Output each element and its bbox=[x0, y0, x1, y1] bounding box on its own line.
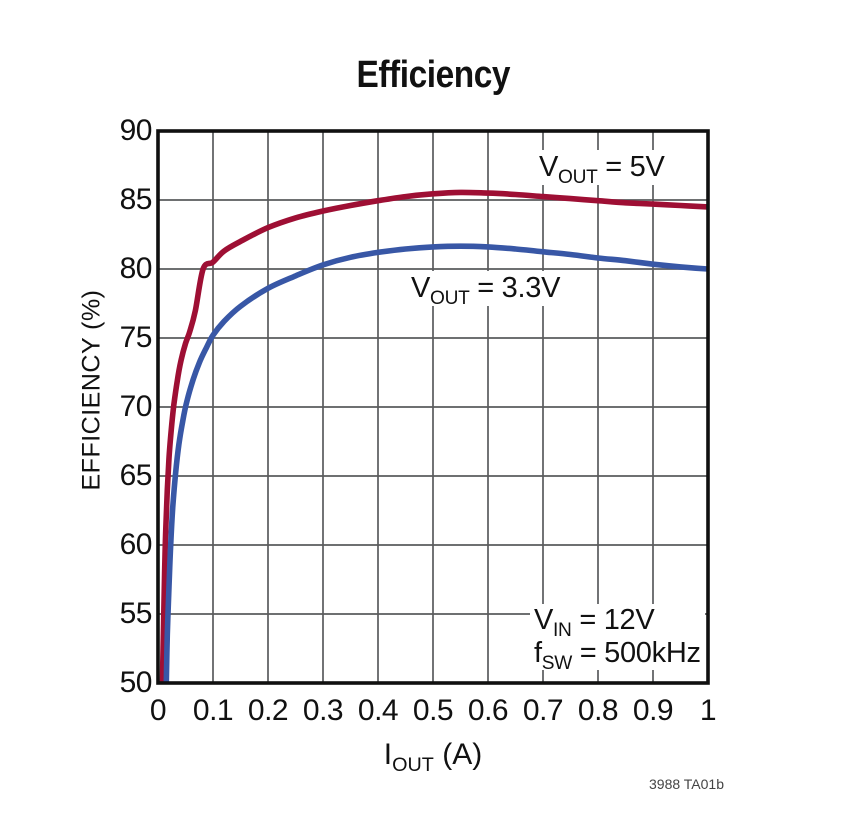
series-label-prefix: V bbox=[411, 272, 431, 304]
y-tick-label: 50 bbox=[119, 666, 153, 699]
plot-frame bbox=[156, 129, 710, 685]
condition-subscript: IN bbox=[553, 619, 572, 641]
series-label-vout-3v3: VOUT = 3.3V bbox=[406, 271, 566, 309]
y-tick-label: 60 bbox=[119, 528, 153, 561]
series-label-value: = 3.3V bbox=[469, 272, 561, 304]
x-tick-label: 0.5 bbox=[412, 694, 454, 727]
series-label-vout-5v: VOUT = 5V bbox=[534, 150, 670, 188]
x-axis-title-unit: (A) bbox=[433, 738, 483, 771]
condition-fsw: fSW = 500kHz bbox=[534, 637, 701, 673]
x-tick-label: 0.8 bbox=[577, 694, 619, 727]
series-label-subscript: OUT bbox=[558, 166, 598, 188]
series-label-value: = 5V bbox=[597, 151, 665, 183]
x-tick-label: 0.7 bbox=[522, 694, 564, 727]
y-tick-label: 75 bbox=[119, 321, 153, 354]
y-tick-label: 85 bbox=[119, 183, 153, 216]
y-tick-label: 65 bbox=[119, 459, 153, 492]
y-tick-label: 70 bbox=[119, 390, 153, 423]
x-tick-label: 0.9 bbox=[632, 694, 674, 727]
chart-title-text: Efficiency bbox=[356, 54, 510, 96]
x-tick-label: 0 bbox=[149, 694, 167, 727]
x-tick-label: 1 bbox=[699, 694, 717, 727]
x-tick-label: 0.6 bbox=[467, 694, 509, 727]
x-axis-title-prefix: I bbox=[383, 738, 393, 771]
series-label-subscript: OUT bbox=[430, 287, 470, 309]
y-tick-label: 90 bbox=[119, 114, 153, 147]
condition-subscript: SW bbox=[541, 652, 573, 674]
x-tick-label: 0.1 bbox=[192, 694, 234, 727]
x-tick-label: 0.4 bbox=[357, 694, 399, 727]
series-label-prefix: V bbox=[539, 151, 559, 183]
y-tick-label: 55 bbox=[119, 597, 153, 630]
operating-conditions: VIN = 12V fSW = 500kHz bbox=[530, 604, 705, 673]
condition-prefix: V bbox=[534, 604, 554, 636]
condition-value: = 500kHz bbox=[571, 637, 701, 669]
curve-vout-3v3 bbox=[163, 243, 708, 683]
chart-title: Efficiency bbox=[158, 52, 708, 98]
condition-prefix: f bbox=[534, 637, 542, 669]
curve-vout-5v bbox=[159, 189, 708, 683]
y-tick-label: 80 bbox=[119, 252, 153, 285]
x-tick-label: 0.3 bbox=[302, 694, 344, 727]
x-axis-title: IOUT (A) bbox=[158, 738, 708, 775]
condition-value: = 12V bbox=[571, 604, 655, 636]
figure-reference: 3988 TA01b bbox=[649, 776, 724, 792]
x-axis-title-subscript: OUT bbox=[392, 754, 434, 776]
x-tick-label: 0.2 bbox=[247, 694, 289, 727]
condition-vin: VIN = 12V bbox=[534, 604, 701, 640]
